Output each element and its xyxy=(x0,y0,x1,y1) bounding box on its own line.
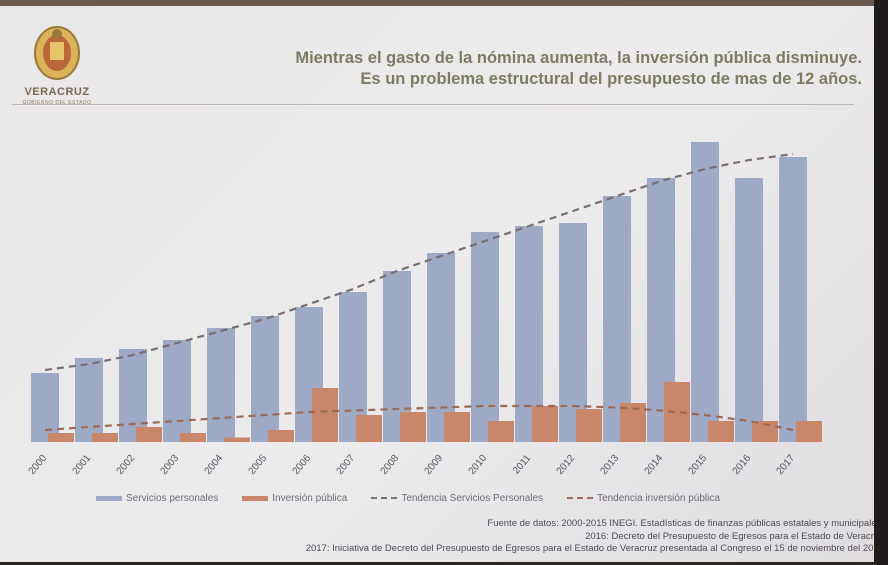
legend-swatch-inversion xyxy=(242,495,269,501)
bar-servicios-2016 xyxy=(735,178,763,442)
bar-inversion-2004 xyxy=(224,437,250,442)
legend-swatch-servicios xyxy=(96,495,122,501)
x-tick-label-2001: 2001 xyxy=(71,453,94,477)
bar-chart: 2000 2001 2002 2003 2004 2005 2006 2007 2008 2009… xyxy=(27,142,822,477)
legend-label-tendencia-servicios: Tendencia Servicios Personales xyxy=(401,492,544,504)
trend-line-inversion xyxy=(44,404,794,432)
bar-inversion-2001 xyxy=(92,433,118,442)
title-line-1: Mientras el gasto de la nómina aumenta, … xyxy=(295,49,862,67)
bar-servicios-2010 xyxy=(471,232,499,442)
logo-subtitle: GOBIERNO DEL ESTADO xyxy=(22,100,92,106)
legend: Servicios personales Inversión pública T… xyxy=(96,490,856,506)
legend-swatch-tendencia-inversion xyxy=(567,497,594,499)
title-line-2: Es un problema estructural del presupues… xyxy=(360,70,862,88)
source-line-2: 2016: Decreto del Presupuesto de Egresos… xyxy=(585,530,874,542)
bar-inversion-2006 xyxy=(312,388,338,442)
bar-inversion-2008 xyxy=(400,412,426,442)
x-tick-label-2007: 2007 xyxy=(335,453,358,477)
trend-lines xyxy=(44,152,794,432)
legend-item-inversion: Inversión pública xyxy=(242,493,347,504)
legend-item-tendencia-servicios: Tendencia Servicios Personales xyxy=(371,493,543,504)
bar-inversion-2010 xyxy=(488,421,514,442)
x-tick-label-2005: 2005 xyxy=(247,453,270,477)
x-tick-label-2000: 2000 xyxy=(27,453,50,477)
x-tick-label-2009: 2009 xyxy=(423,453,446,477)
bar-inversion-2015 xyxy=(708,421,734,442)
bar-inversion-2011 xyxy=(532,406,558,442)
bar-inversion-2000 xyxy=(48,433,74,442)
x-tick-label-2010: 2010 xyxy=(467,453,490,477)
slide: VERACRUZ GOBIERNO DEL ESTADO Mientras el… xyxy=(0,6,874,562)
bar-inversion-2017 xyxy=(796,421,822,442)
bar-inversion-2005 xyxy=(268,430,294,442)
x-tick-label-2012: 2012 xyxy=(555,453,578,477)
bar-servicios-2005 xyxy=(251,316,279,442)
legend-item-tendencia-inversion: Tendencia inversión pública xyxy=(567,493,720,504)
x-axis-labels: 2000 2001 2002 2003 2004 2005 2006 2007 2008 2009… xyxy=(27,453,798,477)
bar-servicios-2015 xyxy=(691,142,719,442)
bar-inversion-2012 xyxy=(576,409,602,442)
bar-servicios-2002 xyxy=(119,349,147,442)
x-tick-label-2006: 2006 xyxy=(291,453,314,477)
coat-of-arms-icon xyxy=(34,26,80,80)
source-line-3: 2017: Iniciativa de Decreto del Presupue… xyxy=(305,543,874,554)
x-tick-label-2003: 2003 xyxy=(159,453,182,477)
bar-servicios-2009 xyxy=(427,253,455,442)
x-tick-label-2011: 2011 xyxy=(511,453,534,477)
series-inversion-publica xyxy=(48,382,822,442)
legend-label-inversion: Inversión pública xyxy=(272,492,348,504)
slide-title: Mientras el gasto de la nómina aumenta, … xyxy=(150,48,862,90)
bar-inversion-2002 xyxy=(136,427,162,442)
x-tick-label-2004: 2004 xyxy=(203,453,226,477)
x-tick-label-2008: 2008 xyxy=(379,453,402,477)
legend-label-servicios: Servicios personales xyxy=(126,492,219,504)
bar-servicios-2003 xyxy=(163,340,191,442)
source-line-1: Fuente de datos: 2000-2015 INEGI. Estadí… xyxy=(487,518,874,529)
bar-inversion-2016 xyxy=(752,421,778,442)
logo-word: VERACRUZ xyxy=(24,86,90,98)
bar-servicios-2013 xyxy=(603,196,631,442)
bar-inversion-2007 xyxy=(356,415,382,442)
screen-edge xyxy=(874,0,888,565)
x-tick-label-2015: 2015 xyxy=(687,453,710,477)
bar-servicios-2017 xyxy=(779,157,807,442)
slide-top-border xyxy=(0,0,888,6)
legend-label-tendencia-inversion: Tendencia inversión pública xyxy=(597,492,720,504)
trend-line-servicios xyxy=(44,152,794,372)
bar-inversion-2009 xyxy=(444,412,470,442)
legend-swatch-tendencia-servicios xyxy=(371,497,398,499)
x-tick-label-2013: 2013 xyxy=(599,453,622,477)
series-servicios-personales xyxy=(31,142,807,442)
title-divider xyxy=(12,104,854,105)
legend-item-servicios: Servicios personales xyxy=(96,493,218,504)
veracruz-logo: VERACRUZ GOBIERNO DEL ESTADO xyxy=(14,20,100,110)
data-source-note: Fuente de datos: 2000-2015 INEGI. Estadí… xyxy=(160,518,874,556)
bar-servicios-2001 xyxy=(75,358,103,442)
x-tick-label-2014: 2014 xyxy=(643,453,666,477)
x-tick-label-2016: 2016 xyxy=(731,453,754,477)
bar-servicios-2000 xyxy=(31,373,59,442)
bar-servicios-2004 xyxy=(207,328,235,442)
bar-inversion-2003 xyxy=(180,433,206,442)
x-tick-label-2002: 2002 xyxy=(115,453,138,477)
x-tick-label-2017: 2017 xyxy=(775,453,798,477)
